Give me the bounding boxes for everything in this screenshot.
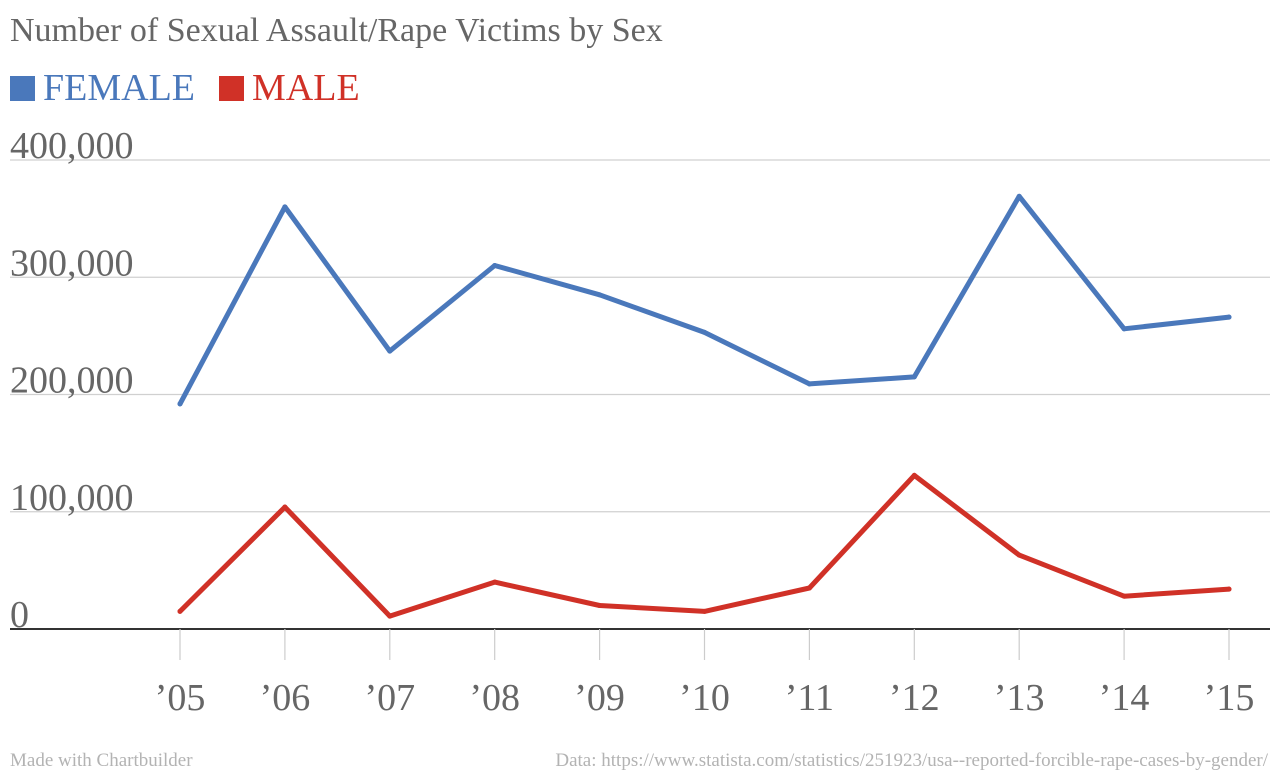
data-point-female [597,292,603,298]
legend: FEMALE MALE [10,66,384,110]
data-point-male [806,585,812,591]
y-tick-label: 200,000 [10,360,134,402]
x-tick-label: ’06 [260,677,311,719]
data-point-female [282,204,288,210]
y-tick-label: 300,000 [10,242,134,284]
data-point-male [911,472,917,478]
legend-swatch-male [219,75,244,101]
data-point-female [1121,326,1127,332]
data-point-male [702,608,707,614]
x-tick-label: ’13 [994,677,1045,719]
data-point-female [492,263,498,269]
legend-item-female: FEMALE [10,66,195,110]
y-tick-label: 0 [10,594,29,636]
x-tick-label: ’09 [574,677,625,719]
legend-swatch-female [10,75,35,101]
data-point-female [911,374,917,380]
footer-source: Data: https://www.statista.com/statistic… [555,750,1268,771]
data-point-male [597,603,603,609]
y-tick-label: 400,000 [10,125,134,167]
chart-title: Number of Sexual Assault/Rape Victims by… [10,12,663,49]
data-point-female [1226,314,1232,320]
x-tick-label: ’12 [889,677,940,719]
series-line-female [177,193,1232,407]
data-point-male [282,504,288,510]
data-point-male [1016,552,1022,558]
data-point-male [387,613,393,619]
series-line-male [177,472,1232,619]
data-point-female [806,381,812,387]
y-tick-label: 100,000 [10,477,134,519]
data-point-female [1016,193,1022,199]
data-point-female [177,401,183,407]
x-tick-label: ’05 [155,677,206,719]
legend-item-male: MALE [219,66,360,110]
legend-label-female: FEMALE [43,67,195,109]
x-tick-label: ’10 [679,677,730,719]
x-tick-label: ’08 [469,677,520,719]
data-point-male [1226,586,1232,592]
footer-credit: Made with Chartbuilder [10,750,193,771]
data-point-male [177,608,183,614]
data-point-male [1121,593,1127,599]
legend-label-male: MALE [252,67,360,109]
x-tick-label: ’11 [785,677,834,719]
x-tick-label: ’15 [1204,677,1255,719]
data-point-female [387,348,393,354]
x-tick-label: ’07 [364,677,415,719]
x-tick-label: ’14 [1099,677,1150,719]
data-point-male [492,579,498,585]
data-point-female [702,329,707,335]
